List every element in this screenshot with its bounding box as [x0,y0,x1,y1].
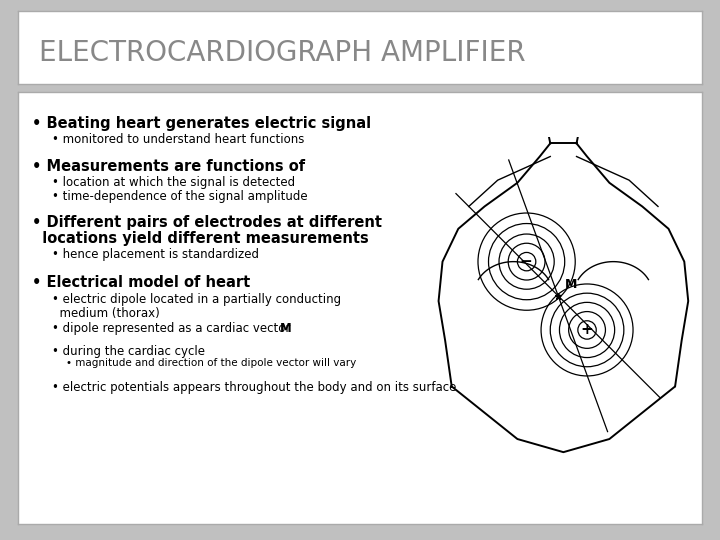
Text: • time-dependence of the signal amplitude: • time-dependence of the signal amplitud… [53,190,308,203]
Text: • electric potentials appears throughout the body and on its surface: • electric potentials appears throughout… [53,381,456,394]
Text: • Electrical model of heart: • Electrical model of heart [32,275,250,291]
Text: • Beating heart generates electric signal: • Beating heart generates electric signa… [32,116,371,131]
Text: locations yield different measurements: locations yield different measurements [32,231,369,246]
Text: • hence placement is standardized: • hence placement is standardized [53,248,259,261]
Text: M: M [564,278,577,291]
Text: • Different pairs of electrodes at different: • Different pairs of electrodes at diffe… [32,215,382,230]
Text: • during the cardiac cycle: • during the cardiac cycle [53,345,205,357]
Text: −: − [519,254,531,269]
Text: • electric dipole located in a partially conducting: • electric dipole located in a partially… [53,293,341,306]
Text: • location at which the signal is detected: • location at which the signal is detect… [53,176,295,189]
Text: medium (thorax): medium (thorax) [53,307,160,320]
Text: M: M [280,322,292,335]
Text: • magnitude and direction of the dipole vector will vary: • magnitude and direction of the dipole … [66,359,356,368]
Text: • Measurements are functions of: • Measurements are functions of [32,159,305,174]
Text: • dipole represented as a cardiac vector: • dipole represented as a cardiac vector [53,322,291,335]
Text: • monitored to understand heart functions: • monitored to understand heart function… [53,133,305,146]
Text: ELECTROCARDIOGRAPH AMPLIFIER: ELECTROCARDIOGRAPH AMPLIFIER [39,39,525,67]
Text: +: + [580,322,593,338]
